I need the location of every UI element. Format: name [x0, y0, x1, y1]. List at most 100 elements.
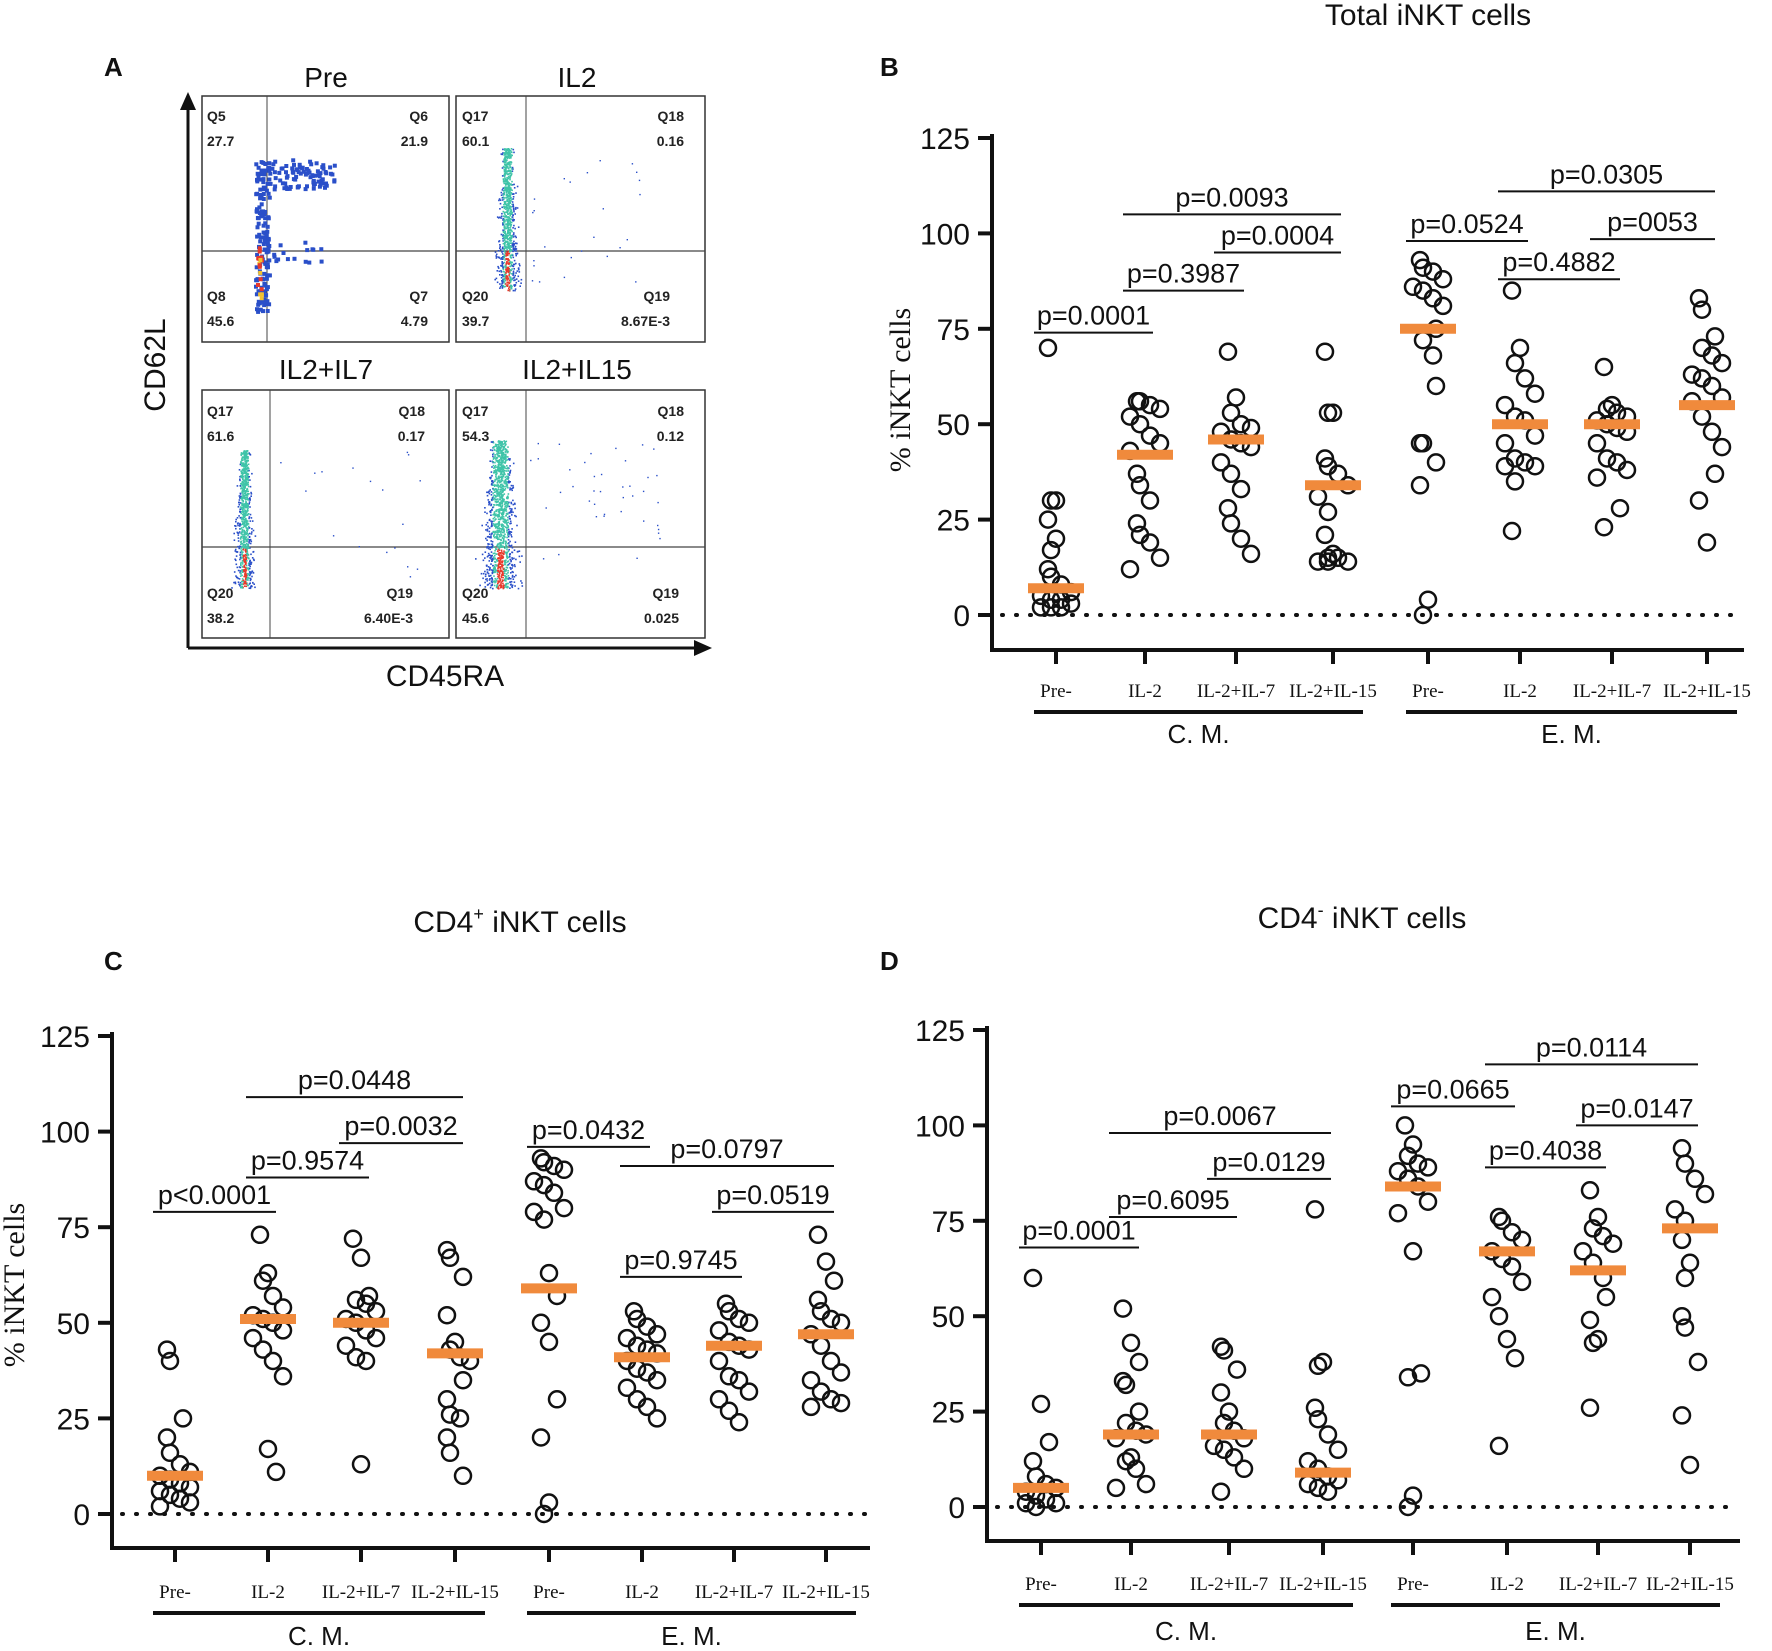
data-point: [1689, 289, 1709, 308]
flow-event-dot: [244, 491, 246, 494]
flow-event-dot: [509, 520, 512, 523]
flow-event-dot: [248, 539, 251, 541]
flow-event-dot: [237, 524, 239, 527]
flow-event-dot: [490, 574, 492, 577]
x-category-label: Pre-: [1040, 681, 1072, 702]
p-value-label: p=0.0519: [716, 1180, 829, 1210]
data-point: [1510, 338, 1530, 358]
flow-event-dot: [488, 536, 491, 538]
flow-event-dot: [512, 578, 515, 580]
flow-event-dot: [263, 210, 267, 214]
flow-event-dot: [244, 475, 246, 477]
data-point: [811, 1336, 831, 1355]
flow-event-dot: [498, 511, 501, 513]
flow-event-dot: [505, 193, 508, 195]
p-value-label: p=0.0305: [1550, 159, 1663, 189]
flow-event-dot: [501, 451, 503, 453]
flow-event-dot: [504, 232, 507, 235]
flow-event-dot: [502, 148, 504, 151]
flow-event-dot: [497, 464, 500, 466]
flow-event-dot: [497, 500, 499, 502]
flow-event-dot: [653, 448, 655, 450]
flow-event-dot: [498, 199, 500, 202]
flow-event-dot: [236, 576, 239, 579]
y-tick-label: 125: [915, 1015, 965, 1048]
flow-event-dot: [272, 254, 277, 259]
flow-event-dot: [497, 447, 499, 450]
flow-event-dot: [248, 469, 250, 472]
flow-event-dot: [246, 578, 248, 580]
flow-event-dot: [352, 467, 354, 469]
flow-event-dot: [492, 488, 495, 491]
flow-event-dot: [622, 486, 624, 488]
flow-event-dot: [512, 503, 515, 506]
flow-event-dot: [498, 256, 500, 259]
flow-event-dot: [243, 533, 246, 536]
flow-event-dot: [487, 554, 490, 557]
flow-event-dot: [259, 172, 264, 177]
flow-event-dot: [369, 480, 372, 483]
flow-event-dot: [246, 522, 249, 524]
data-point: [1121, 1333, 1141, 1353]
flow-event-dot: [251, 557, 254, 559]
data-point: [1411, 1364, 1431, 1383]
flow-event-dot: [505, 459, 507, 462]
data-point: [617, 1378, 637, 1398]
flow-event-dot: [235, 559, 237, 562]
flow-event-dot: [243, 513, 246, 515]
flow-event-dot: [254, 586, 256, 589]
flow-event-dot: [508, 577, 510, 579]
flow-event-dot: [500, 271, 503, 273]
flow-event-dot: [490, 563, 492, 565]
flow-event-dot: [416, 568, 419, 570]
flow-event-dot: [314, 161, 319, 166]
flow-event-dot: [240, 580, 243, 583]
flow-event-dot: [498, 546, 500, 549]
data-point: [709, 1321, 729, 1340]
flow-event-dot: [497, 217, 500, 219]
flow-event-dot: [303, 187, 308, 192]
flow-event-dot: [493, 575, 495, 577]
flow-event-dot: [509, 201, 511, 204]
flow-event-dot: [402, 523, 404, 525]
flow-event-dot: [502, 275, 504, 278]
flow-event-dot: [497, 504, 500, 506]
flow-event-dot: [513, 240, 515, 243]
data-point: [544, 1156, 564, 1176]
flow-event-dot: [503, 277, 506, 279]
flow-event-dot: [241, 508, 243, 510]
flow-event-dot: [509, 221, 512, 224]
flow-event-dot: [244, 583, 247, 585]
flow-event-dot: [503, 535, 505, 537]
flow-event-dot: [506, 200, 509, 203]
flow-event-dot: [495, 474, 497, 476]
flow-event-dot: [510, 161, 512, 163]
flow-event-dot: [488, 519, 491, 522]
flow-event-dot: [241, 468, 244, 471]
flow-event-dot: [498, 476, 500, 479]
flow-event-dot: [512, 270, 515, 273]
flow-event-dot: [285, 257, 290, 262]
flow-event-dot: [244, 479, 246, 481]
flow-event-dot: [513, 259, 516, 262]
data-point: [1398, 1497, 1418, 1517]
flow-event-dot: [507, 243, 509, 245]
flow-event-dot: [242, 544, 245, 546]
flow-event-dot: [493, 570, 495, 573]
flow-event-dot: [493, 484, 496, 486]
flow-event-dot: [515, 248, 518, 250]
data-point: [1505, 472, 1525, 491]
flow-event-dot: [501, 441, 504, 443]
flow-event-dot: [245, 558, 248, 560]
flow-event-dot: [261, 242, 266, 247]
flow-event-dot: [505, 184, 507, 186]
flow-event-dot: [629, 485, 631, 487]
flow-event-dot: [244, 467, 247, 469]
flow-event-dot: [493, 536, 496, 539]
panel-letter-b: B: [880, 52, 899, 82]
y-tick-label: 75: [57, 1212, 90, 1245]
flow-event-dot: [505, 501, 507, 504]
flow-event-dot: [499, 508, 502, 511]
flow-event-dot: [242, 452, 244, 455]
